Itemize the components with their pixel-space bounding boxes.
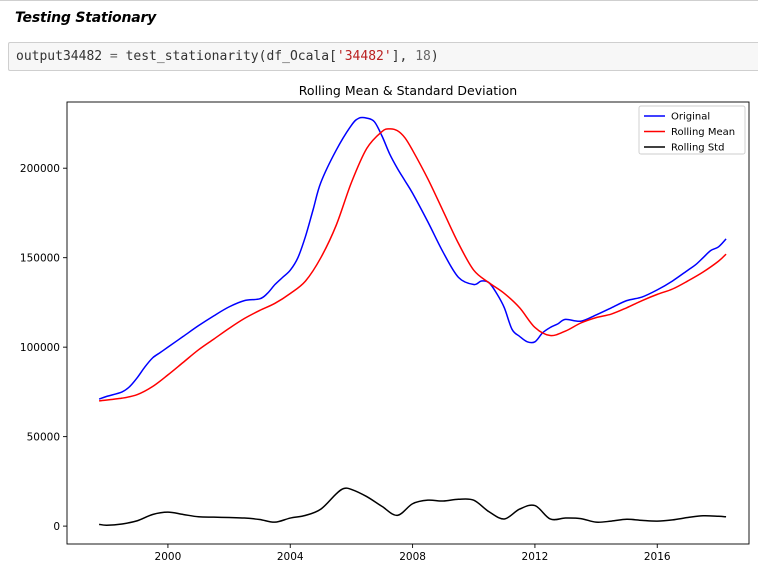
y-tick-label: 200000 bbox=[20, 163, 60, 175]
x-tick-label: 2008 bbox=[399, 551, 426, 563]
x-tick-label: 2016 bbox=[644, 551, 671, 563]
x-tick-label: 2004 bbox=[277, 551, 304, 563]
x-tick-label: 2000 bbox=[155, 551, 182, 563]
series-line-rolling-std bbox=[99, 487, 727, 526]
code-call: test_stationarity(df_Ocala[ bbox=[125, 49, 337, 64]
rolling-stats-chart: Rolling Mean & Standard Deviation 2000 200… bbox=[20, 83, 750, 563]
chart-title: Rolling Mean & Standard Deviation bbox=[299, 83, 517, 98]
legend-label: Rolling Mean bbox=[671, 127, 735, 138]
y-tick-label: 0 bbox=[53, 521, 60, 533]
y-tick-label: 50000 bbox=[27, 432, 60, 444]
code-string: '34482' bbox=[336, 49, 392, 64]
code-cell[interactable]: output34482 = test_stationarity(df_Ocala… bbox=[8, 42, 758, 71]
x-tick-label: 2012 bbox=[522, 551, 549, 563]
markdown-heading: Testing Stationary bbox=[15, 10, 157, 26]
series-line-original bbox=[98, 116, 727, 400]
legend-box bbox=[638, 105, 746, 155]
series-line-rolling-mean bbox=[99, 128, 727, 402]
legend-label: Rolling Std bbox=[671, 143, 724, 154]
code-assign: = bbox=[102, 49, 126, 64]
code-close: ) bbox=[430, 49, 439, 64]
y-tick-label: 100000 bbox=[20, 342, 60, 354]
plot-frame bbox=[66, 101, 750, 545]
y-tick-label: 150000 bbox=[20, 253, 60, 265]
code-separator: ], bbox=[391, 49, 416, 64]
code-variable: output34482 bbox=[16, 49, 103, 64]
legend-label: Original bbox=[671, 112, 710, 123]
cell-separator bbox=[0, 0, 758, 1]
code-number: 18 bbox=[415, 49, 431, 64]
code-line[interactable]: output34482 = test_stationarity(df_Ocala… bbox=[16, 49, 439, 64]
